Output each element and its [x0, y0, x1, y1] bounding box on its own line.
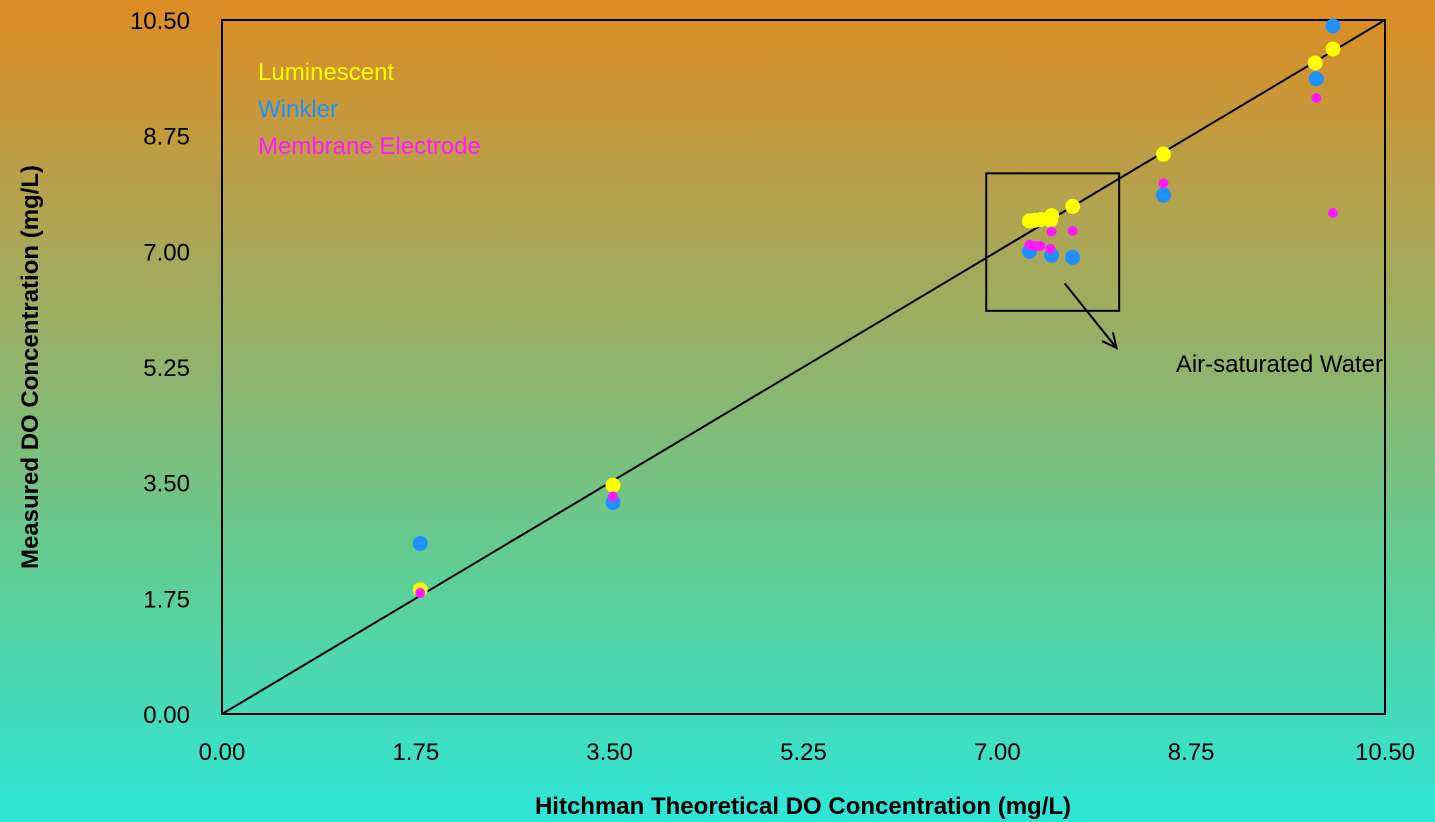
plot-frame	[221, 19, 1386, 715]
annotation-arrow	[1063, 282, 1118, 349]
point-membrane-electrode	[607, 491, 618, 502]
annotation-label: Air-saturated Water	[1176, 351, 1383, 378]
legend-entry: Luminescent	[258, 59, 394, 86]
data-points-layer	[412, 18, 1341, 599]
y-tick-label: 1.75	[143, 586, 190, 613]
x-tick-label: 3.50	[586, 739, 633, 766]
point-membrane-electrode	[1035, 241, 1046, 252]
point-membrane-electrode	[1158, 178, 1169, 189]
point-winkler	[1065, 249, 1081, 265]
y-axis-title: Measured DO Concentration (mg/L)	[17, 165, 44, 569]
point-membrane-electrode	[415, 588, 426, 599]
point-winkler	[1155, 187, 1171, 203]
point-luminescent	[1044, 208, 1060, 224]
point-winkler	[412, 535, 428, 551]
y-tick-label: 0.00	[143, 702, 190, 729]
point-winkler	[1325, 18, 1341, 34]
legend-entry: Winkler	[258, 96, 338, 123]
y-tick-label: 8.75	[143, 124, 190, 151]
reference-line-layer	[221, 19, 1386, 715]
x-tick-labels: 0.00 1.75 3.50 5.25 7.00 8.75 10.50	[199, 739, 1415, 766]
y-tick-labels: 0.00 1.75 3.50 5.25 7.00 8.75 10.50	[130, 8, 190, 729]
point-luminescent	[1325, 41, 1341, 57]
x-tick-label: 7.00	[974, 739, 1021, 766]
point-luminescent	[1155, 146, 1171, 162]
legend: Luminescent Winkler Membrane Electrode	[258, 59, 481, 160]
point-membrane-electrode	[1045, 243, 1056, 254]
x-tick-label: 10.50	[1355, 739, 1415, 766]
x-tick-label: 1.75	[392, 739, 439, 766]
y-tick-label: 3.50	[143, 471, 190, 498]
x-axis-title: Hitchman Theoretical DO Concentration (m…	[535, 793, 1071, 820]
annotation-arrowhead	[1101, 332, 1118, 350]
annotation-box	[985, 172, 1121, 312]
x-tick-label: 0.00	[199, 739, 246, 766]
point-membrane-electrode	[1327, 207, 1338, 218]
point-luminescent	[605, 477, 621, 493]
annotation-layer: Air-saturated Water	[985, 172, 1383, 378]
y-tick-label: 7.00	[143, 239, 190, 266]
point-luminescent	[1307, 55, 1323, 71]
legend-entry: Membrane Electrode	[258, 133, 481, 160]
point-membrane-electrode	[1067, 225, 1078, 236]
reference-line	[221, 19, 1386, 715]
point-membrane-electrode	[1311, 92, 1322, 103]
x-tick-label: 5.25	[780, 739, 827, 766]
y-tick-label: 10.50	[130, 8, 190, 35]
x-tick-label: 8.75	[1168, 739, 1215, 766]
y-tick-label: 5.25	[143, 355, 190, 382]
point-luminescent	[1065, 198, 1081, 214]
point-membrane-electrode	[1046, 226, 1057, 237]
point-winkler	[1308, 71, 1324, 87]
